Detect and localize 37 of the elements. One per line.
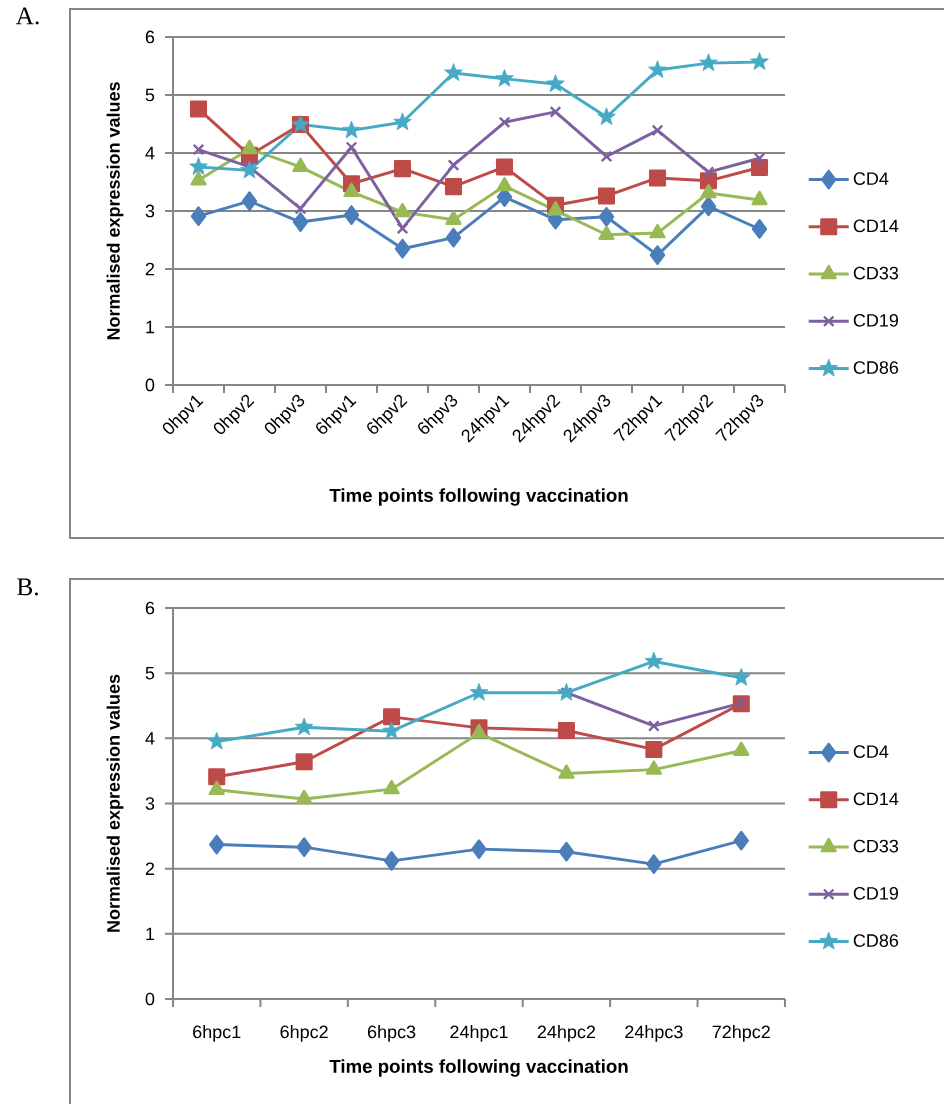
chart-title: B.	[17, 578, 38, 596]
y-tick-label: 6	[145, 601, 155, 615]
y-tick-label: 5	[145, 666, 155, 680]
legend-label: CD19	[853, 313, 899, 327]
y-tick-label: 3	[145, 797, 155, 810]
legend-label: CD86	[853, 361, 899, 374]
y-tick-label: 3	[145, 204, 155, 218]
x-tick-label: 6hpc1	[193, 1025, 241, 1042]
legend-label: CD4	[853, 172, 889, 185]
x-tick-label: 24hpc2	[537, 1025, 596, 1042]
y-tick-label: 2	[145, 262, 155, 276]
x-tick-label: 6hpc3	[367, 1025, 416, 1042]
legend-label: CD4	[853, 745, 889, 758]
x-tick-label: 24hpc3	[625, 1025, 683, 1042]
y-axis-title: Normalised expression values	[106, 82, 124, 340]
x-axis-title: Time points following vaccination	[329, 488, 628, 506]
x-tick-label: 72hpc2	[712, 1025, 770, 1042]
y-axis-title: Normalised expression values	[106, 674, 124, 932]
y-tick-label: 1	[146, 927, 155, 941]
y-tick-label: 2	[145, 862, 155, 875]
legend-label: CD14	[853, 792, 899, 806]
chart-title: A.	[15, 7, 39, 25]
legend-label: CD19	[853, 886, 899, 900]
x-axis-title: Time points following vaccination	[329, 1059, 628, 1077]
legend-label: CD33	[853, 839, 899, 853]
x-tick-label: 24hpc1	[450, 1025, 508, 1042]
y-tick-label: 5	[145, 88, 155, 102]
x-tick-label: 6hpc2	[280, 1025, 328, 1042]
y-tick-label: 6	[145, 30, 155, 44]
legend-label: CD14	[853, 219, 899, 233]
y-tick-label: 1	[146, 320, 155, 334]
y-tick-label: 4	[145, 146, 155, 160]
y-tick-label: 0	[145, 378, 155, 392]
y-tick-label: 4	[145, 732, 155, 745]
y-tick-label: 0	[145, 992, 155, 1006]
legend-label: CD33	[853, 266, 899, 280]
legend-label: CD86	[853, 934, 899, 947]
